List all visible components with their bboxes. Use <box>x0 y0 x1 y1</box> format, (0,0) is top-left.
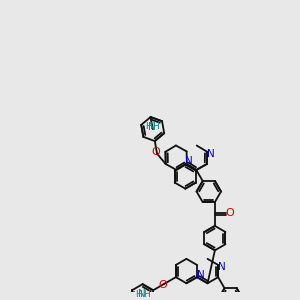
Text: N: N <box>185 156 193 166</box>
Text: N: N <box>196 270 204 280</box>
Text: H: H <box>145 122 152 131</box>
Text: H: H <box>135 290 142 298</box>
Text: O: O <box>151 147 160 157</box>
Text: N: N <box>148 122 156 132</box>
Text: H: H <box>152 122 159 131</box>
Text: H: H <box>143 290 150 298</box>
Text: N: N <box>207 149 214 159</box>
Text: O: O <box>225 208 234 218</box>
Text: N: N <box>218 262 226 272</box>
Text: N: N <box>138 289 146 299</box>
Text: O: O <box>158 280 167 290</box>
